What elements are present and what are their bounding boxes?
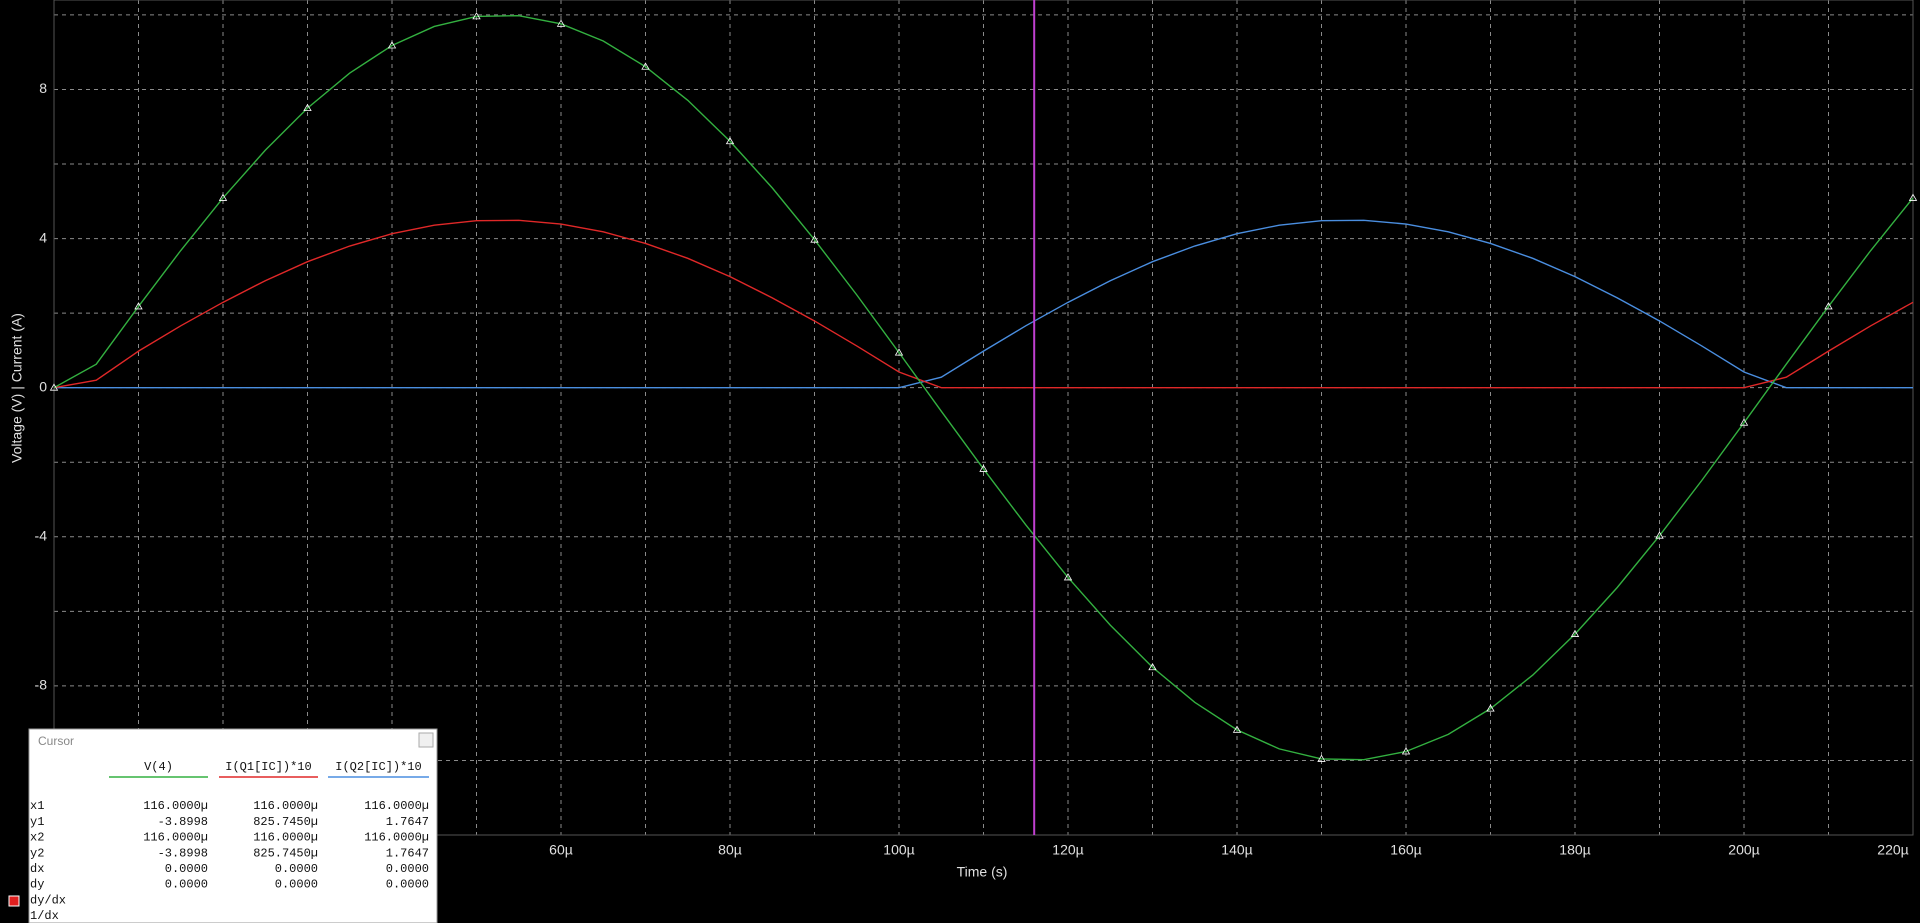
data-marker bbox=[556, 19, 566, 27]
data-marker bbox=[894, 348, 904, 356]
y-tick-label: -8 bbox=[35, 677, 48, 693]
data-marker bbox=[725, 136, 735, 145]
cursor-panel: Cursor V(4) I(Q1[IC])*10 I(Q2[IC])*10 x1 116.… bbox=[28, 728, 438, 923]
data-marker bbox=[1063, 573, 1073, 581]
cell-value: -3.8998 bbox=[158, 846, 208, 860]
cell-value: 116.0000µ bbox=[253, 799, 318, 813]
y-tick-label: -4 bbox=[35, 527, 48, 543]
data-marker bbox=[472, 12, 481, 20]
row-label: x2 bbox=[30, 831, 44, 845]
row-label: y2 bbox=[30, 846, 44, 860]
cell-value: 1.7647 bbox=[386, 815, 429, 829]
data-marker bbox=[387, 41, 397, 49]
cell-value: 116.0000µ bbox=[143, 831, 208, 845]
series-line bbox=[53, 219, 1914, 389]
checkbox bbox=[8, 895, 20, 907]
column-header: I(Q1[IC])*10 bbox=[225, 760, 311, 774]
x-tick-label: 80µ bbox=[718, 842, 742, 858]
cell-value: 0.0000 bbox=[386, 862, 429, 876]
row-label: y1 bbox=[30, 815, 44, 829]
data-marker bbox=[1655, 531, 1664, 539]
cell-value: 116.0000µ bbox=[143, 799, 208, 813]
data-marker bbox=[49, 383, 59, 391]
data-marker bbox=[1739, 418, 1749, 426]
data-marker bbox=[218, 193, 228, 201]
y-tick-label: 0 bbox=[39, 378, 47, 394]
cell-value: 825.7450µ bbox=[253, 846, 318, 860]
data-marker bbox=[1824, 302, 1833, 310]
cell-value: -3.8998 bbox=[158, 815, 208, 829]
x-tick-label: 100µ bbox=[883, 842, 914, 858]
row-label: dx bbox=[30, 862, 44, 876]
data-marker bbox=[1401, 747, 1411, 755]
cell-value: 0.0000 bbox=[386, 878, 429, 892]
series-line bbox=[53, 14, 1914, 761]
data-marker bbox=[810, 235, 819, 243]
plot-frame bbox=[53, 0, 1914, 836]
data-marker bbox=[1908, 193, 1918, 201]
row-label: dy bbox=[30, 878, 44, 892]
column-header: I(Q2[IC])*10 bbox=[335, 760, 421, 774]
cell-value: 0.0000 bbox=[275, 862, 318, 876]
cell-value: 1.7647 bbox=[386, 846, 429, 860]
data-marker bbox=[1232, 725, 1242, 733]
y-tick-label: 8 bbox=[39, 80, 47, 96]
x-axis-label: Time (s) bbox=[957, 864, 1008, 880]
close-button bbox=[418, 732, 434, 748]
cell-value: 0.0000 bbox=[275, 878, 318, 892]
panel-background bbox=[28, 728, 438, 923]
x-tick-label: 60µ bbox=[549, 842, 573, 858]
data-marker bbox=[979, 464, 988, 472]
y-axis-label: Voltage (V) | Current (A) bbox=[9, 313, 25, 463]
cell-value: 116.0000µ bbox=[364, 831, 429, 845]
cell-value: 0.0000 bbox=[165, 878, 208, 892]
data-marker bbox=[303, 103, 312, 112]
row-label: dy/dx bbox=[30, 893, 66, 907]
row-label: x1 bbox=[30, 799, 44, 813]
data-marker bbox=[1570, 629, 1580, 637]
x-tick-label: 200µ bbox=[1728, 842, 1759, 858]
data-marker bbox=[134, 302, 143, 310]
x-tick-label: 160µ bbox=[1390, 842, 1421, 858]
cell-value: 116.0000µ bbox=[364, 799, 429, 813]
row-label: 1/dx bbox=[30, 909, 59, 923]
x-tick-label: 140µ bbox=[1221, 842, 1252, 858]
cell-value: 116.0000µ bbox=[253, 831, 318, 845]
cell-value: 0.0000 bbox=[165, 862, 208, 876]
panel-title: Cursor bbox=[38, 734, 74, 748]
x-tick-label: 120µ bbox=[1052, 842, 1083, 858]
y-tick-label: 4 bbox=[39, 229, 47, 245]
data-marker bbox=[1486, 704, 1495, 712]
data-marker bbox=[1317, 754, 1326, 762]
series-line bbox=[54, 219, 1913, 389]
data-marker bbox=[641, 62, 650, 70]
data-marker bbox=[1148, 662, 1157, 671]
x-tick-label: 180µ bbox=[1559, 842, 1590, 858]
cell-value: 825.7450µ bbox=[253, 815, 318, 829]
column-header: V(4) bbox=[144, 760, 173, 774]
x-tick-label: 220µ bbox=[1877, 842, 1908, 858]
